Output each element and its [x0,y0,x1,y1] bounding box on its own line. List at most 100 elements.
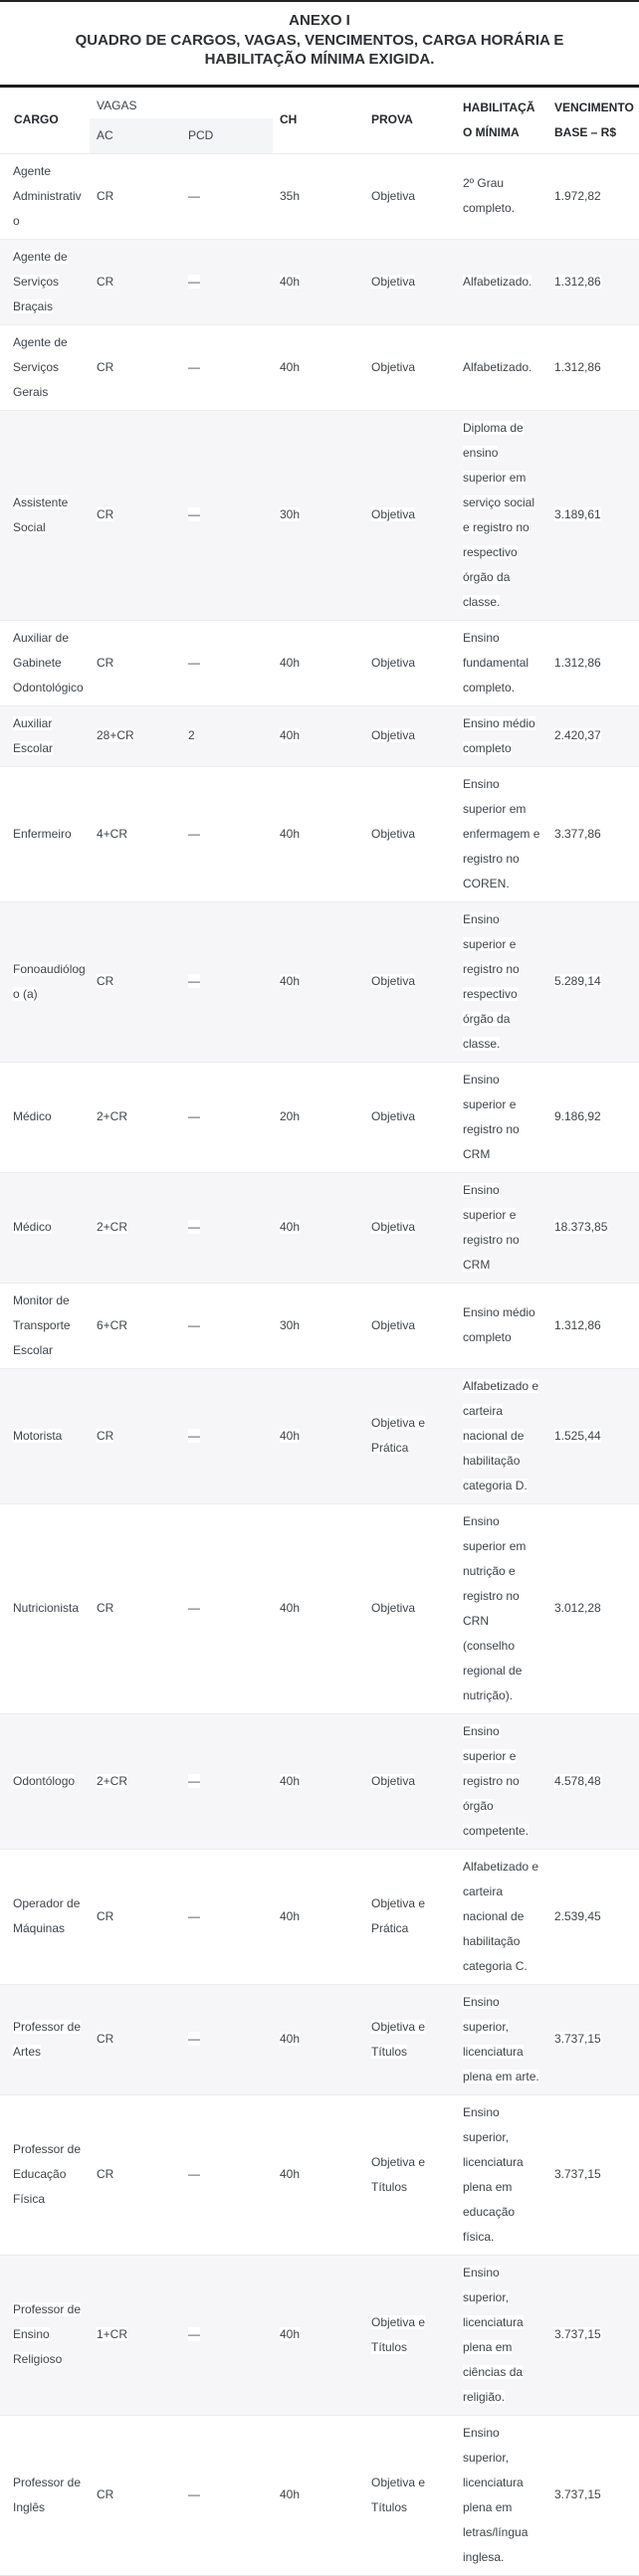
cell-text-habilitacao: Alfabetizado e carteira nacional de habi… [463,1859,539,1973]
cell-text-ch: 40h [280,2487,301,2501]
cell-cargo: Fonoaudiólogo (a) [0,901,90,1062]
cell-cargo: Nutricionista [0,1503,90,1713]
cell-vencimento: 3.737,15 [547,2255,639,2415]
cell-text-ch: 40h [280,1908,301,1923]
cell-text-ac: CR [97,1908,114,1923]
cell-text-pcd: — [188,655,200,670]
cell-text-vencimento: 9.186,92 [554,1109,601,1123]
cell-text-prova: Objetiva [371,1601,416,1615]
cell-text-ch: 40h [280,728,301,742]
cell-text-prova: Objetiva [371,1220,416,1234]
cell-text-pcd: — [188,826,200,841]
table-row: Odontólogo 2+CR — 40h Objetiva Ensino superio… [0,1713,639,1849]
cell-text-pcd: — [188,188,200,203]
cell-cargo: Professor de Artes [0,1984,90,2094]
table-row: Assistente Social CR — 30h Objetiva Diploma d… [0,410,639,620]
cell-ac: CR [90,1503,181,1713]
cell-text-ac: CR [97,274,114,289]
cell-text-ch: 40h [280,2167,301,2181]
cell-text-pcd: — [188,1109,200,1123]
cell-text-cargo: Enfermeiro [13,826,72,841]
cell-text-prova: Objetiva [371,507,416,521]
cell-habilitacao: Ensino fundamental completo. [456,620,547,705]
cell-text-pcd: — [188,1428,200,1443]
cell-ch: 40h [273,620,364,705]
cell-text-habilitacao: Ensino superior, licenciatura plena em l… [463,2425,529,2564]
column-header-ch: CH [280,112,298,126]
cell-cargo: Auxiliar Escolar [0,705,90,766]
column-header-vencimento: VENCIMENTO BASE – R$ [554,99,634,139]
cell-pcd: — [181,324,273,410]
cell-text-habilitacao: Alfabetizado. [463,359,532,374]
cell-text-vencimento: 3.189,61 [554,507,601,521]
cell-text-cargo: Fonoaudiólogo (a) [13,961,86,1001]
cell-vencimento: 3.189,61 [547,410,639,620]
cell-text-ac: 2+CR [97,1109,128,1123]
cell-vencimento: 3.737,15 [547,2094,639,2255]
cell-text-ac: 2+CR [97,1773,128,1788]
cell-pcd: — [181,620,273,705]
cell-ac: CR [90,1368,181,1503]
cell-ac: CR [90,410,181,620]
cell-text-cargo: Assistente Social [13,495,69,534]
cell-ac: CR [90,153,181,239]
cell-text-cargo: Auxiliar Escolar [13,715,54,755]
cell-text-cargo: Médico [13,1109,52,1123]
cell-pcd: — [181,239,273,324]
cell-text-ac: CR [97,2487,114,2501]
cell-prova: Objetiva [364,766,456,901]
cell-vencimento: 4.578,48 [547,1713,639,1849]
cell-habilitacao: Ensino superior e registro no CRM [456,1062,547,1172]
cell-prova: Objetiva e Prática [364,1849,456,1984]
cell-text-ch: 40h [280,826,301,841]
cell-text-ac: CR [97,1601,114,1615]
cell-prova: Objetiva [364,410,456,620]
cell-text-cargo: Operador de Máquinas [13,1896,81,1935]
cell-text-ch: 35h [280,188,301,203]
cell-text-habilitacao: Alfabetizado. [463,274,532,289]
cell-ch: 40h [273,2094,364,2255]
cell-ac: 2+CR [90,1713,181,1849]
cell-text-prova: Objetiva e Prática [371,1896,426,1935]
table-body: Agente Administrativo CR — 35h Objetiva 2º Gr… [0,153,639,2575]
cell-text-cargo: Agente de Serviços Braçais [13,249,68,313]
cell-prova: Objetiva e Títulos [364,1984,456,2094]
cell-text-prova: Objetiva [371,1773,416,1788]
cell-text-ac: 4+CR [97,826,128,841]
table-row: Nutricionista CR — 40h Objetiva Ensino superi… [0,1503,639,1713]
cell-text-cargo: Professor de Educação Física [13,2142,82,2206]
cell-cargo: Assistente Social [0,410,90,620]
cell-habilitacao: Ensino superior, licenciatura plena em e… [456,2094,547,2255]
table-row: Agente de Serviços Braçais CR — 40h Objetiva… [0,239,639,324]
cell-text-vencimento: 1.525,44 [554,1428,601,1443]
cell-pcd: — [181,766,273,901]
cell-pcd: — [181,153,273,239]
cell-text-habilitacao: Diploma de ensino superior em serviço so… [463,420,535,609]
cell-text-vencimento: 4.578,48 [554,1773,601,1788]
cell-ac: CR [90,620,181,705]
cell-vencimento: 1.525,44 [547,1368,639,1503]
cell-text-vencimento: 1.312,86 [554,359,601,374]
column-header-ac: AC [90,117,181,153]
cell-text-pcd: — [188,2167,200,2181]
cell-text-ch: 30h [280,1317,301,1332]
cell-text-cargo: Agente Administrativo [13,163,82,228]
cell-cargo: Médico [0,1062,90,1172]
cell-habilitacao: Alfabetizado. [456,324,547,410]
cell-text-pcd: — [188,1220,200,1234]
cell-cargo: Professor de Inglês [0,2415,90,2575]
cell-ac: 28+CR [90,705,181,766]
cell-text-pcd: — [188,1317,200,1332]
annex-subtitle: QUADRO DE CARGOS, VAGAS, VENCIMENTOS, CA… [75,31,564,69]
cell-cargo: Operador de Máquinas [0,1849,90,1984]
cell-prova: Objetiva [364,1283,456,1368]
table-row: Professor de Inglês CR — 40h Objetiva e Títu… [0,2415,639,2575]
cell-text-vencimento: 3.737,15 [554,2487,601,2501]
cell-pcd: — [181,1172,273,1283]
column-header-pcd: PCD [181,117,273,153]
cell-text-ch: 30h [280,507,301,521]
cell-vencimento: 2.420,37 [547,705,639,766]
cell-text-prova: Objetiva e Títulos [371,2154,426,2194]
cell-text-cargo: Auxiliar de Gabinete Odontológico [13,630,84,694]
cell-text-pcd: — [188,507,200,521]
